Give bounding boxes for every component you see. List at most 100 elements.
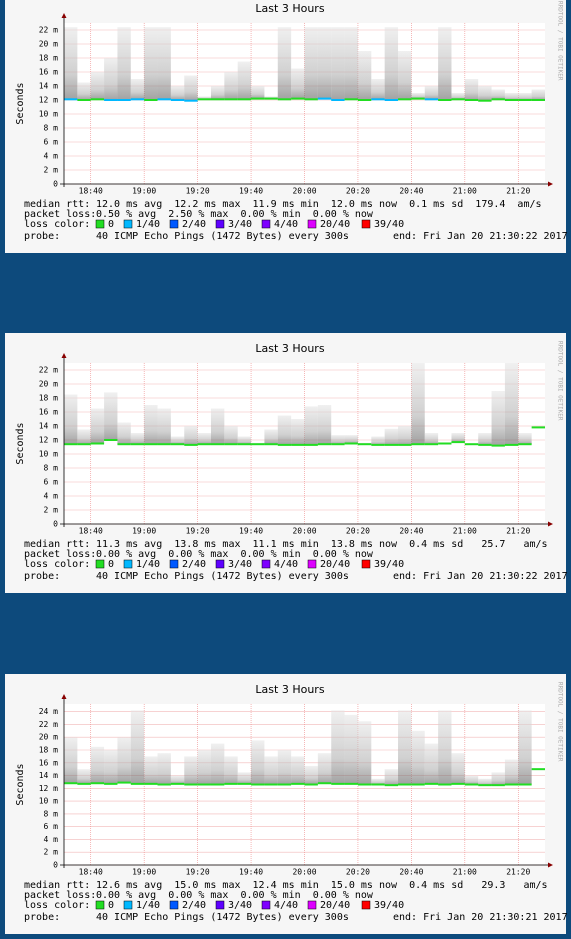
end-text: end: Fri Jan 20 21:30:21 2017 [393, 912, 568, 923]
loss-label: 1/40 [136, 900, 160, 911]
loss-label: 3/40 [228, 219, 252, 230]
graph-panel: Last 3 Hours RRDTOOL / TOBI OETIKER Second… [5, 333, 568, 593]
y-tick-label: 8 m [44, 464, 59, 473]
smoke [371, 79, 385, 100]
smoke [438, 27, 452, 101]
smoke [504, 759, 519, 785]
loss-label: 0 [108, 219, 114, 230]
legend-label: probe: [24, 231, 60, 242]
loss-label: 39/40 [374, 900, 404, 911]
x-tick-label: 19:00 [132, 868, 156, 877]
legend-label: loss color: [24, 900, 90, 911]
smoke [438, 710, 452, 785]
smoke [224, 426, 238, 445]
smoke [210, 86, 225, 100]
smoke [304, 27, 318, 100]
y-tick-label: 10 m [39, 797, 58, 806]
smoke [157, 408, 171, 445]
x-tick-label: 21:20 [506, 187, 530, 196]
x-tick-label: 20:20 [346, 187, 370, 196]
x-tick-label: 20:00 [292, 527, 316, 536]
loss-label: 39/40 [374, 559, 404, 570]
smoke [117, 737, 131, 783]
y-tick-label: 6 m [44, 822, 59, 831]
smoke [77, 429, 91, 445]
smoke [491, 772, 505, 786]
y-tick-label: 0 [53, 861, 58, 870]
legend-label: loss color: [24, 219, 90, 230]
smoke [464, 775, 479, 785]
smoke [518, 433, 532, 445]
smoke [411, 363, 425, 445]
smoke [504, 363, 519, 445]
graph-panel: Last 3 Hours RRDTOOL / TOBI OETIKER Second… [5, 0, 568, 253]
legend-label: median rtt: [24, 199, 90, 210]
y-tick-label: 20 m [39, 733, 58, 742]
x-tick-label: 19:20 [186, 868, 210, 877]
y-tick-label: 22 m [39, 366, 58, 375]
loss-label: 2/40 [182, 559, 206, 570]
smoke [331, 27, 345, 101]
x-tick-label: 21:00 [453, 868, 477, 877]
smoke [117, 27, 131, 101]
y-tick-label: 22 m [39, 26, 58, 35]
legend-stats: 0.00 % avg 0.00 % max 0.00 % min 0.00 % … [96, 549, 374, 560]
loss-swatch [215, 900, 225, 910]
y-axis-label: Seconds [15, 82, 26, 124]
smoke [291, 68, 305, 99]
loss-swatch [261, 900, 271, 910]
smoke [504, 93, 519, 100]
smoke [170, 775, 185, 784]
smoke [184, 426, 198, 445]
loss-label: 0 [108, 559, 114, 570]
smoke [424, 433, 439, 445]
y-tick-label: 16 m [39, 68, 58, 77]
legend-label: loss color: [24, 559, 90, 570]
loss-label: 2/40 [182, 219, 206, 230]
loss-swatch [361, 219, 371, 229]
smoke [264, 96, 278, 99]
legend-stats: 0.50 % avg 2.50 % max 0.00 % min 0.00 % … [96, 209, 374, 220]
smoke [478, 778, 492, 786]
smoke [411, 730, 425, 785]
loss-swatch [169, 900, 179, 910]
smoke [77, 82, 91, 100]
y-tick-label: 2 m [44, 848, 59, 857]
side-text: RRDTOOL / TOBI OETIKER [557, 341, 564, 421]
smoke [104, 750, 118, 784]
x-tick-label: 18:40 [79, 187, 103, 196]
smoke [64, 394, 78, 445]
smoke [518, 93, 532, 100]
smoke [170, 436, 185, 445]
y-tick-label: 18 m [39, 394, 58, 403]
smoke [104, 392, 118, 440]
smoke [157, 753, 171, 785]
y-axis-label: Seconds [15, 422, 26, 464]
y-tick-label: 4 m [44, 152, 59, 161]
loss-swatch [307, 559, 317, 569]
smoke [224, 756, 238, 784]
smoke [331, 710, 345, 784]
smoke [424, 743, 439, 784]
loss-swatch [361, 559, 371, 569]
loss-swatch [261, 219, 271, 229]
legend-stats: 12.0 ms avg 12.2 ms max 11.9 ms min 12.0… [96, 199, 542, 210]
smoke [424, 86, 439, 100]
legend-label: probe: [24, 571, 60, 582]
smoke [210, 408, 225, 445]
legend-label: probe: [24, 912, 60, 923]
y-tick-label: 16 m [39, 758, 58, 767]
smoke [197, 433, 211, 445]
loss-label: 20/40 [320, 559, 350, 570]
loss-swatch [261, 559, 271, 569]
smoke [197, 750, 211, 785]
y-tick-label: 16 m [39, 408, 58, 417]
y-tick-label: 12 m [39, 96, 58, 105]
y-tick-label: 18 m [39, 54, 58, 63]
loss-label: 1/40 [136, 219, 160, 230]
x-tick-label: 20:00 [292, 187, 316, 196]
smoke [130, 433, 145, 445]
smoke [531, 89, 545, 100]
